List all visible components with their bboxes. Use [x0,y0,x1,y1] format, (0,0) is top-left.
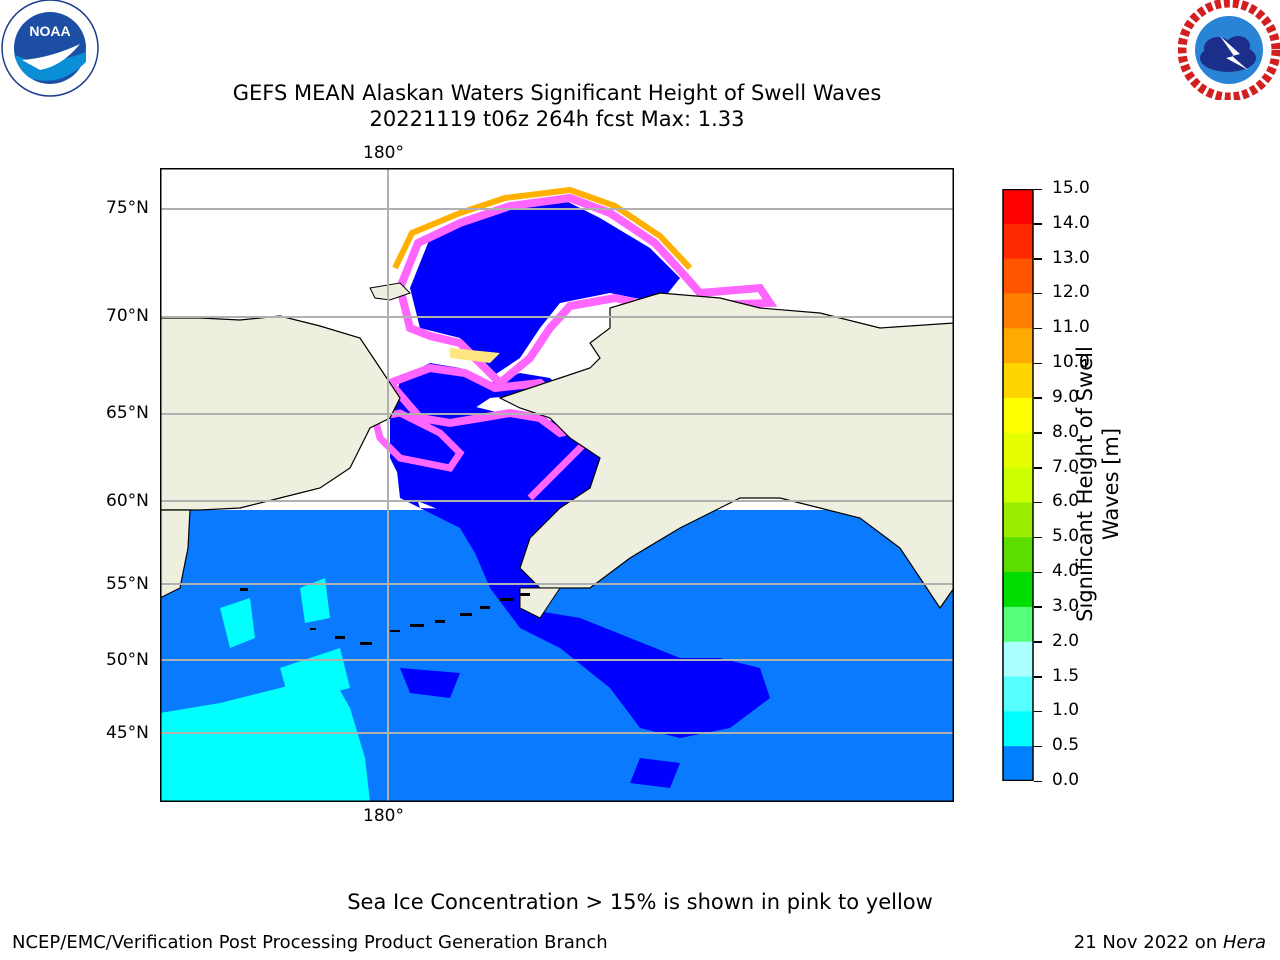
colorbar-tick-label: 8.0 [1052,421,1080,442]
noaa-logo-text: NOAA [29,23,70,39]
chart-title: GEFS MEAN Alaskan Waters Significant Hei… [232,81,882,105]
colorbar-tick-label: 0.0 [1052,770,1080,790]
colorbar-segment [1003,467,1033,503]
colorbar-tick-label: 13.0 [1052,247,1090,268]
lat-label: 60°N [106,491,149,511]
lat-label: 55°N [106,574,149,594]
colorbar-tick-mark [1034,606,1042,608]
colorbar-tick-mark [1034,327,1042,330]
colorbar-segment [1003,537,1033,573]
colorbar-tick-label: 3.0 [1052,595,1080,616]
colorbar-tick-label: 1.0 [1052,700,1080,721]
nws-logo [1178,0,1280,100]
colorbar-tick-label: 9.0 [1052,386,1080,407]
colorbar-segment [1003,363,1033,399]
colorbar-segment [1003,572,1033,608]
colorbar-segment [1003,432,1033,469]
colorbar-tick-mark [1034,571,1042,574]
swell-min-area [390,403,770,738]
colorbar-tick-mark [1034,641,1042,643]
noaa-logo: NOAA [1,0,99,97]
colorbar-tick-mark [1034,432,1042,434]
swell-1-5m-area [160,673,370,802]
colorbar-tick-label: 14.0 [1052,212,1090,233]
colorbar-tick-label: 5.0 [1052,526,1080,547]
land-kamchatka [160,509,191,599]
colorbar-segment [1003,676,1033,712]
colorbar-segment [1003,189,1033,225]
colorbar-tick-label: 0.5 [1052,735,1080,756]
colorbar-tick-label: 1.5 [1052,665,1080,686]
date-text: 21 Nov 2022 on Hera [1074,932,1266,953]
colorbar-label-line1: Significant Height of Swell [1073,346,1097,622]
colorbar-segment [1003,223,1033,260]
colorbar-segment [1003,641,1033,678]
colorbar-segment [1003,293,1033,329]
lat-label: 50°N [106,650,149,670]
sea-ice-note: Sea Ice Concentration > 15% is shown in … [347,890,933,914]
colorbar-segment [1003,711,1033,747]
land-alaska [498,292,954,610]
colorbar-segment [1003,258,1033,294]
colorbar-segment [1003,397,1033,434]
colorbar-tick-mark [1034,362,1042,365]
colorbar-tick-mark [1034,676,1042,678]
lon-label-top: 180° [363,143,404,163]
lat-label: 70°N [106,306,149,326]
colorbar-tick-mark [1034,258,1042,260]
colorbar-tick-label: 7.0 [1052,456,1080,477]
lon-label-bottom: 180° [363,806,404,826]
lat-label: 75°N [106,198,149,218]
colorbar-tick-mark [1034,710,1042,713]
lat-label: 45°N [106,723,149,743]
colorbar-label: Significant Height of Swell Waves [m] [1072,334,1128,634]
colorbar-label-line2: Waves [m] [1099,427,1123,541]
colorbar-tick-mark [1034,501,1042,504]
colorbar-tick-mark [1034,292,1042,295]
colorbar-tick-mark [1034,536,1042,539]
colorbar [1002,189,1034,781]
colorbar-tick-mark [1034,745,1042,748]
colorbar-segment [1003,328,1033,364]
colorbar-tick-label: 6.0 [1052,491,1080,512]
lat-label: 65°N [106,403,149,423]
colorbar-tick-mark [1034,467,1042,469]
colorbar-segment [1003,502,1033,538]
graticule [160,168,954,802]
colorbar-segment [1003,746,1033,781]
colorbar-tick-label: 4.0 [1052,561,1080,582]
colorbar-tick-mark [1034,188,1042,190]
machine-name: Hera [1222,932,1266,953]
credit-text: NCEP/EMC/Verification Post Processing Pr… [12,932,608,953]
map-canvas [160,168,954,802]
colorbar-tick-label: 11.0 [1052,317,1090,338]
colorbar-tick-label: 12.0 [1052,282,1090,303]
colorbar-tick-mark [1034,780,1042,782]
aleutian-islands [240,588,530,645]
colorbar-tick-label: 2.0 [1052,630,1080,651]
date-value: 21 Nov 2022 on [1073,932,1223,953]
map-panel [160,168,954,802]
colorbar-tick-label: 15.0 [1052,178,1090,198]
colorbar-segment [1003,606,1033,643]
colorbar-tick-mark [1034,397,1042,399]
colorbar-tick-label: 10.0 [1052,352,1090,373]
colorbar-tick-mark [1034,223,1042,225]
chart-subtitle: 20221119 t06z 264h fcst Max: 1.33 [369,107,745,131]
